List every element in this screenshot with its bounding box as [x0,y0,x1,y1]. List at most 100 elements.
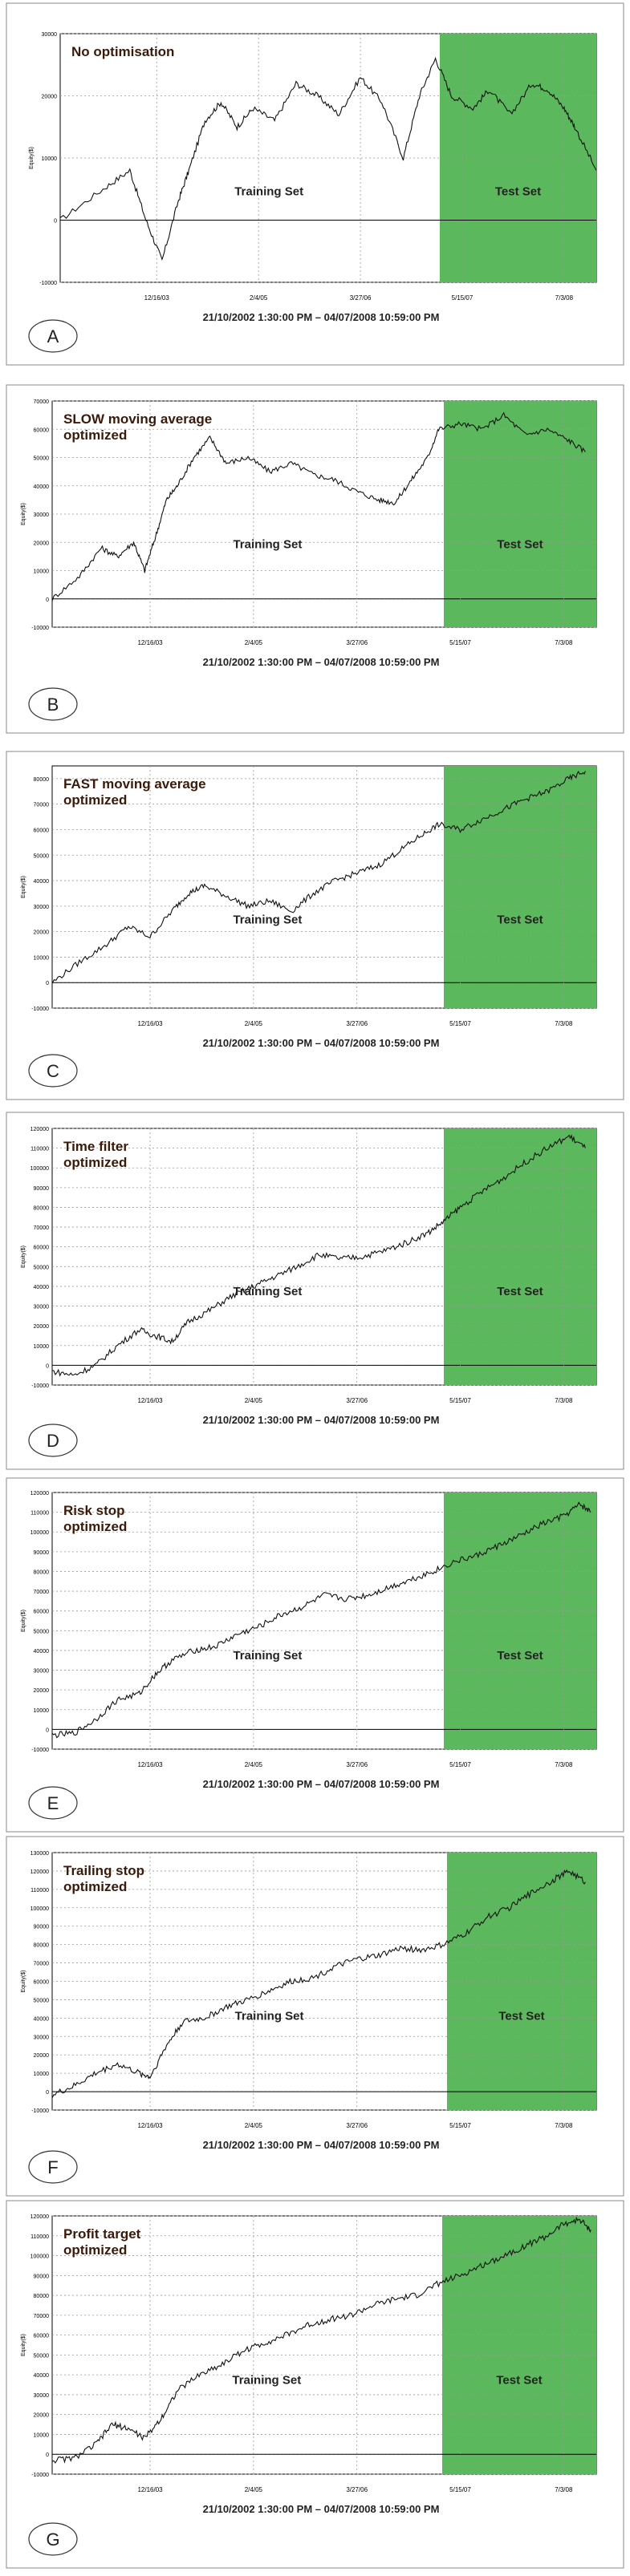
y-tick-label: 70000 [34,1962,50,1967]
panel-letter: F [47,2157,58,2177]
test-set-label: Test Set [497,537,543,551]
y-tick-label: 0 [46,2452,49,2458]
test-set-region [444,766,596,1008]
x-tick-label: 5/15/07 [449,2122,471,2129]
x-tick-label: 2/4/05 [245,2122,263,2129]
y-tick-label: 40000 [34,484,50,490]
panel-title-line: No optimisation [71,44,174,59]
x-tick-label: 3/27/06 [346,1397,368,1404]
y-tick-label: 0 [46,1363,49,1369]
panel-letter: D [47,1431,59,1451]
x-tick-label: 12/16/03 [137,1397,163,1404]
y-tick-label: 110000 [30,1511,49,1517]
panel-title-line: optimized [63,427,127,443]
panel-title-line: Risk stop [63,1503,125,1518]
y-tick-label: -10000 [39,281,57,286]
panel-letter-badge [28,1054,78,1088]
date-range-caption: 21/10/2002 1:30:00 PM – 04/07/2008 10:59… [203,1778,440,1790]
y-tick-label: 0 [46,597,49,603]
test-set-region [442,2216,596,2474]
y-tick-label: 10000 [34,569,50,575]
y-tick-label: 20000 [34,541,50,546]
y-tick-label: 80000 [34,1943,50,1949]
y-axis-label: Equity($) [21,1970,26,1992]
y-tick-label: 40000 [34,2373,50,2379]
panel-title-line: optimized [63,1155,127,1170]
test-set-label: Test Set [497,913,543,926]
y-tick-label: 60000 [34,1245,50,1251]
y-tick-label: 120000 [30,1127,49,1132]
test-set-label: Test Set [495,185,541,199]
y-tick-label: 30000 [34,1305,50,1310]
y-tick-label: 10000 [34,955,50,961]
y-tick-label: 30000 [42,32,58,38]
panel-letter: G [46,2529,59,2550]
y-tick-label: 60000 [34,1610,50,1615]
test-set-label: Test Set [496,2373,542,2387]
y-tick-label: 40000 [34,2016,50,2022]
x-tick-label: 7/3/08 [555,1020,573,1027]
y-tick-label: -10000 [31,626,49,631]
panel-letter-badge [28,2522,78,2556]
y-tick-label: 90000 [34,1550,50,1556]
x-tick-label: 5/15/07 [449,1761,471,1768]
y-tick-label: 60000 [34,828,50,833]
x-tick-label: 2/4/05 [245,2486,263,2493]
y-tick-label: 10000 [34,1708,50,1714]
y-axis-label: Equity($) [29,147,35,169]
date-range-caption: 21/10/2002 1:30:00 PM – 04/07/2008 10:59… [203,1414,440,1426]
y-tick-label: -10000 [31,2108,49,2114]
y-tick-label: 50000 [34,1265,50,1270]
y-tick-label: 70000 [34,1590,50,1595]
date-range-caption: 21/10/2002 1:30:00 PM – 04/07/2008 10:59… [203,311,440,323]
y-tick-label: 120000 [30,1869,49,1875]
y-tick-label: 80000 [34,1205,50,1211]
x-tick-label: 3/27/06 [346,2486,368,2493]
y-tick-label: 30000 [34,905,50,910]
panel-title-line: FAST moving average [63,776,206,792]
y-tick-label: 0 [54,219,57,225]
test-set-region [444,1128,596,1385]
y-tick-label: 30000 [34,512,50,518]
chart-panel-e: -10000 0 10000 20000 30000 40000 50000 60000 700… [6,1477,624,1833]
y-tick-label: 50000 [34,1998,50,2003]
equity-line [51,2216,591,2464]
x-tick-label: 3/27/06 [346,2122,368,2129]
y-tick-label: 0 [46,1727,49,1733]
x-tick-label: 5/15/07 [449,1020,471,1027]
y-tick-label: 20000 [34,1688,50,1694]
panel-title-line: optimized [63,2242,127,2258]
panel-title-line: optimized [63,1519,127,1534]
y-tick-label: 10000 [34,2432,50,2438]
training-set-label: Training Set [234,185,303,199]
panel-title-line: Trailing stop [63,1863,144,1878]
chart-panel-b: -10000 0 10000 20000 30000 40000 50000 60000 700… [6,384,624,734]
y-tick-label: 80000 [34,2294,50,2299]
y-tick-label: 100000 [30,1906,49,1912]
x-tick-label: 7/3/08 [555,1761,573,1768]
x-tick-label: 3/27/06 [346,1761,368,1768]
x-tick-label: 3/27/06 [350,294,372,302]
panel-title-line: Profit target [63,2226,141,2242]
panel-letter-badge [28,687,78,721]
y-tick-label: 0 [46,2090,49,2096]
test-set-label: Test Set [498,2010,544,2023]
x-tick-label: 2/4/05 [245,639,263,646]
training-set-label: Training Set [233,1649,302,1663]
date-range-caption: 21/10/2002 1:30:00 PM – 04/07/2008 10:59… [203,656,440,668]
y-tick-label: 30000 [34,2035,50,2040]
equity-line [51,1134,586,1377]
x-tick-label: 7/3/08 [555,294,574,302]
x-tick-label: 12/16/03 [137,1020,163,1027]
chart-panel-d: -10000 0 10000 20000 30000 40000 50000 60000 700… [6,1112,624,1470]
y-tick-label: 130000 [30,1851,49,1857]
y-tick-label: -10000 [31,1748,49,1753]
x-tick-label: 7/3/08 [555,2122,573,2129]
x-tick-label: 7/3/08 [555,1397,573,1404]
y-tick-label: 70000 [34,803,50,808]
y-tick-label: 50000 [34,456,50,462]
x-tick-label: 5/15/07 [449,639,471,646]
panel-letter-badge [28,1424,78,1457]
y-tick-label: 100000 [30,1166,49,1172]
y-tick-label: 110000 [30,1147,49,1152]
